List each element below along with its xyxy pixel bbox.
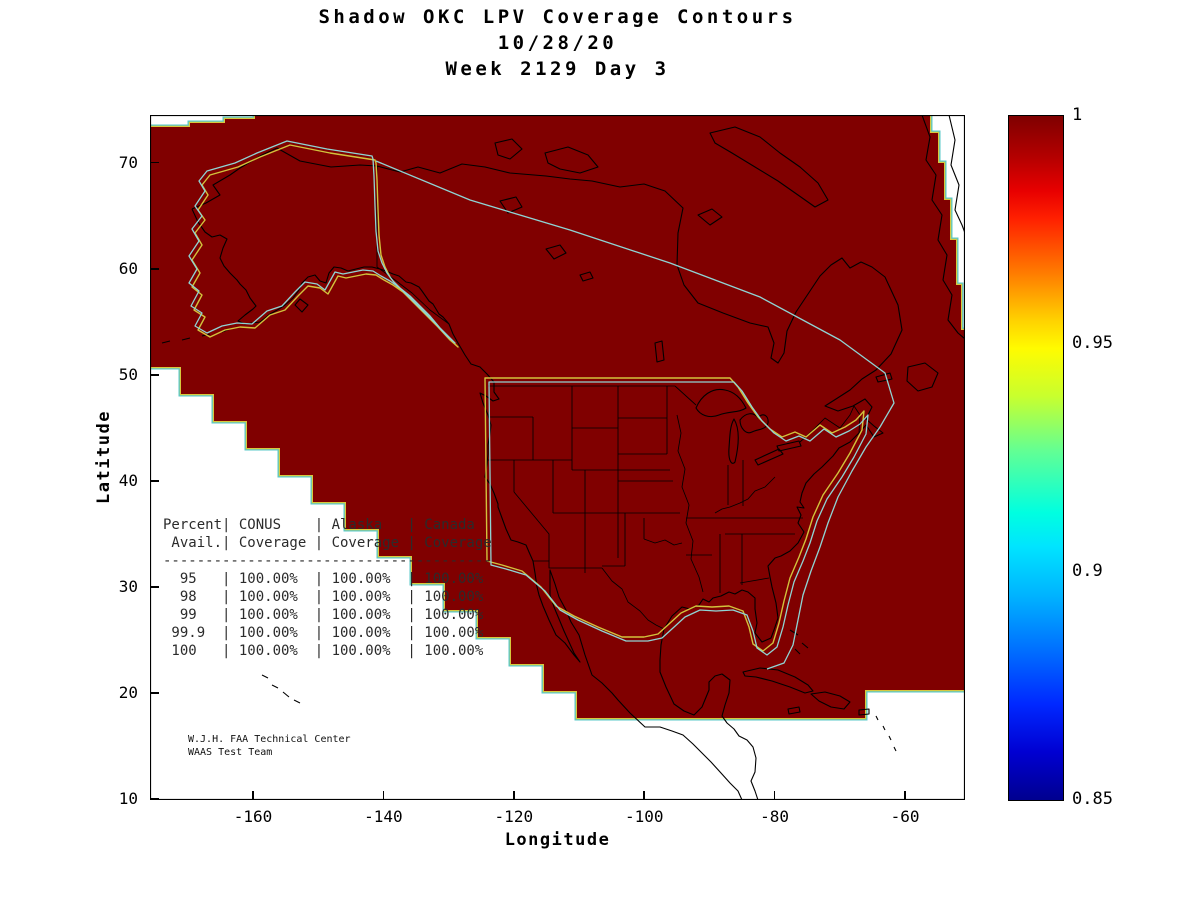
y-tick-label: 20 [118, 682, 138, 702]
great-lakes [695, 388, 802, 466]
x-tick-mark [773, 791, 776, 799]
central-state-lines [676, 414, 803, 593]
canadian-lakes [499, 196, 665, 363]
y-tick-label: 10 [118, 788, 138, 808]
colorbar-gradient [1008, 115, 1064, 801]
hawaii-islands [261, 674, 301, 704]
y-tick-label: 30 [118, 576, 138, 596]
y-tick-mark [151, 692, 159, 694]
x-tick-label: -140 [364, 807, 403, 826]
x-tick-label: -160 [233, 807, 273, 826]
cyan-contours [188, 140, 895, 670]
y-tick-label: 70 [118, 152, 138, 172]
map-plot-area [150, 115, 965, 800]
coverage-table: Percent| CONUS | Alaska | Canada Avail.|… [163, 517, 492, 659]
state-boundaries [376, 166, 861, 630]
x-axis-label: Longitude [504, 830, 611, 850]
conus-contour-cyan [488, 381, 869, 656]
x-tick-label: -100 [624, 807, 664, 826]
x-tick-mark [904, 791, 906, 799]
y-tick-mark [151, 374, 159, 376]
x-tick-label: -80 [760, 807, 790, 826]
title-line-2: 10/28/20 [497, 32, 618, 54]
yellow-contours [191, 144, 865, 652]
y-tick-label: 40 [118, 470, 138, 490]
coverage-fill [150, 115, 965, 718]
us-mexico-border [533, 560, 665, 630]
y-axis-label: Latitude [94, 410, 114, 504]
x-tick-mark [513, 791, 515, 799]
coverage-map-svg [150, 115, 965, 800]
conus-contour-yellow [484, 377, 865, 652]
mainland-north-east-coast [191, 147, 903, 800]
mainland-pacific-coast [191, 208, 743, 800]
us-canada-border [488, 385, 861, 443]
eastern-state-lines [714, 460, 795, 593]
colorbar-tick-label: 0.9 [1072, 561, 1103, 581]
title-line-3: Week 2129 Day 3 [445, 58, 670, 80]
alaska-contour-yellow [191, 144, 459, 348]
x-tick-label: -120 [494, 807, 534, 826]
colorbar-tick-label: 0.95 [1072, 333, 1113, 353]
greenland-coast [921, 115, 965, 340]
x-tick-mark [382, 791, 385, 799]
x-tick-mark [252, 791, 254, 799]
y-tick-mark [151, 161, 159, 164]
y-tick-mark [151, 268, 159, 270]
colorbar-tick-label: 1 [1072, 105, 1083, 125]
credit-text: W.J.H. FAA Technical Center WAAS Test Te… [188, 734, 351, 758]
y-tick-label: 60 [118, 258, 138, 278]
caribbean-islands [742, 629, 897, 752]
colorbar-tick-label: 0.85 [1072, 789, 1113, 809]
plot-border [150, 115, 965, 800]
coastlines [161, 115, 965, 800]
x-tick-label: -60 [890, 807, 920, 826]
y-tick-label: 50 [118, 364, 138, 384]
western-state-lines [487, 386, 683, 573]
arctic-islands [294, 126, 939, 392]
coverage-region [150, 115, 965, 721]
figure-title: Shadow OKC LPV Coverage Contours 10/28/2… [150, 4, 965, 82]
alaska-contour-cyan [188, 140, 456, 344]
y-tick-mark [151, 586, 159, 588]
canada-contour-cyan [375, 160, 895, 670]
title-line-1: Shadow OKC LPV Coverage Contours [318, 6, 797, 28]
x-tick-mark [643, 791, 645, 799]
y-tick-mark [151, 798, 159, 800]
y-tick-mark [151, 480, 159, 482]
